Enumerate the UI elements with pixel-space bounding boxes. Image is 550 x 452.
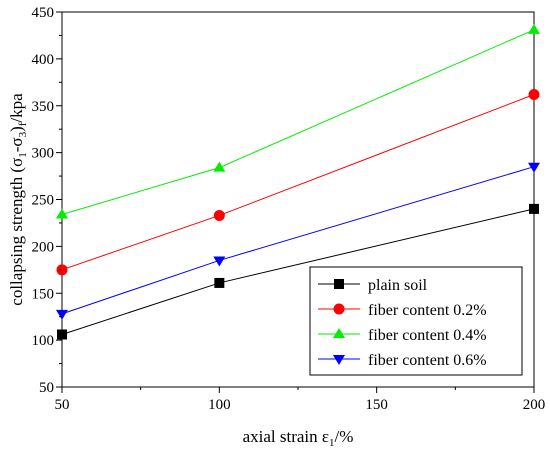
y-tick-label: 300 — [32, 146, 55, 162]
data-point — [528, 89, 540, 100]
legend-marker — [333, 328, 345, 338]
data-point — [213, 209, 225, 221]
legend-box — [309, 266, 523, 376]
series-layer — [56, 23, 540, 340]
series-1 — [56, 89, 540, 276]
legend-label: fiber content 0.6% — [368, 352, 487, 369]
x-axis-title: axial strain ε1/% — [243, 427, 354, 449]
y-tick-label: 350 — [32, 99, 55, 115]
series-0 — [57, 203, 539, 340]
data-point — [214, 277, 225, 288]
x-tick-label: 100 — [208, 397, 231, 413]
legend-label: fiber content 0.4% — [368, 327, 487, 344]
x-tick-label: 50 — [55, 397, 70, 413]
series-2 — [56, 23, 540, 219]
x-tick-label: 200 — [523, 397, 546, 413]
series-3 — [56, 162, 540, 320]
data-point — [529, 203, 539, 214]
legend-label: plain soil — [368, 277, 428, 294]
x-tick-label: 150 — [365, 397, 388, 413]
y-tick-label: 100 — [32, 333, 55, 349]
legend-marker — [334, 279, 344, 289]
y-tick-label: 150 — [32, 286, 55, 302]
legend-marker — [333, 303, 345, 315]
legend: plain soil fiber content 0.2% fiber conten… — [309, 266, 523, 376]
data-point — [56, 309, 68, 320]
y-tick-label: 250 — [32, 193, 55, 209]
data-point — [528, 23, 540, 34]
axis-ticks: 50 100 150 200 50 100 150 200 250 300 350 400 450 — [32, 5, 546, 413]
y-tick-label: 50 — [39, 380, 54, 396]
y-tick-label: 450 — [32, 5, 55, 21]
data-point — [56, 208, 68, 219]
y-axis-title: collapsing strength (σ1-σ3)f/kpa — [7, 93, 29, 306]
y-tick-label: 400 — [32, 52, 55, 68]
data-point — [213, 256, 226, 267]
series-line — [61, 94, 535, 271]
data-point — [57, 329, 67, 340]
data-point — [213, 161, 226, 172]
legend-marker — [333, 355, 345, 365]
data-point — [528, 162, 540, 173]
y-tick-label: 200 — [32, 239, 55, 255]
legend-label: fiber content 0.2% — [368, 302, 487, 319]
